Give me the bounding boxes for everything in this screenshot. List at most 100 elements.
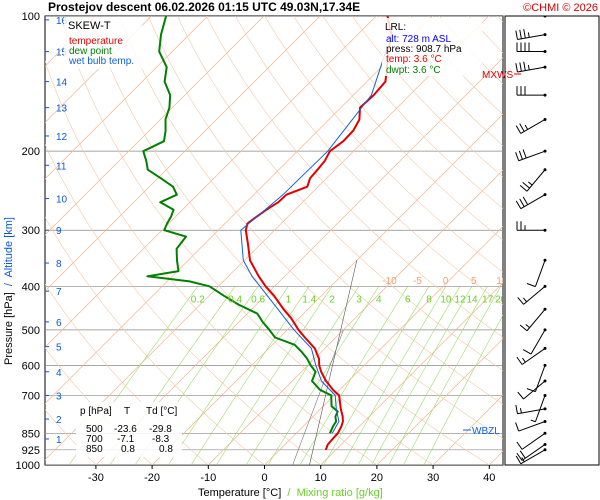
y-axis-label-altitude: Altitude [km]	[3, 217, 15, 278]
parcel-lines	[292, 260, 358, 465]
wind-barb	[516, 42, 547, 54]
table-cell: -7.1	[117, 434, 135, 445]
wind-barb-feather	[526, 283, 536, 288]
dry-adiabat-line	[45, 409, 97, 465]
wind-barb-feather	[515, 455, 522, 465]
table-cell: 500	[86, 424, 103, 435]
wind-barb-feather	[516, 441, 523, 450]
isotherm-line	[45, 16, 321, 292]
wind-barb-feather	[516, 356, 523, 365]
y-axis-title: Pressure [hPa] / Altitude [km]	[3, 217, 15, 365]
wind-barb	[519, 168, 547, 192]
wind-barb-dot	[543, 284, 547, 288]
wind-barb-feather	[519, 450, 526, 459]
table-header-td: Td [°C]	[146, 406, 177, 417]
wind-barbs	[515, 16, 547, 465]
isotherm-line	[45, 16, 377, 348]
wind-barb-feather	[515, 125, 522, 134]
isotherm-line	[208, 169, 503, 465]
wind-barb-staff	[521, 444, 546, 461]
parcel-line	[292, 329, 344, 465]
mixing-ratio-label: 0.4	[228, 294, 242, 305]
dry-adiabat-line	[206, 16, 503, 338]
altitude-tick-label: 10	[56, 195, 68, 206]
wind-barb-staff	[534, 260, 546, 287]
temperature-tick-label: -30	[88, 472, 104, 484]
wind-barb-feather	[518, 150, 523, 160]
wind-barb-feather	[515, 63, 518, 73]
wind-barb	[516, 221, 547, 232]
mixing-ratio-label: 17	[482, 294, 494, 305]
isotherm-line	[45, 16, 433, 404]
wind-barb	[516, 86, 547, 97]
dry-adiabat-line	[264, 16, 503, 273]
wind-barb-dot	[543, 328, 547, 332]
wind-barb-half-feather	[525, 324, 530, 329]
series-line-temperature	[244, 16, 393, 451]
parcel-line	[309, 260, 358, 465]
pressure-tick-label: 400	[22, 281, 40, 293]
mixing-ratio-line	[423, 314, 503, 465]
wind-barb-dot	[543, 379, 547, 383]
isotherm-line	[151, 113, 503, 465]
altitude-tick-label: 11	[56, 161, 67, 172]
pressure-tick-label: 300	[22, 225, 40, 237]
wind-barb	[515, 149, 547, 162]
isotherm-line	[45, 16, 208, 180]
altitude-tick-label: 15	[56, 48, 68, 59]
wind-barb-feather	[526, 388, 536, 393]
wind-barb-staff	[517, 34, 546, 40]
isotherm-label: 10	[496, 276, 508, 287]
wind-barb-feather	[515, 404, 518, 414]
wind-barb-dot	[543, 258, 547, 262]
mixing-ratio-line	[299, 286, 409, 465]
pressure-tick-label: 100	[22, 11, 40, 23]
mixing-ratio-label: 1	[286, 294, 292, 305]
lrl-pressure: press: 908.7 hPa	[386, 44, 462, 55]
wind-barb-staff	[523, 285, 546, 305]
wind-barb	[516, 346, 547, 365]
wind-barb-feather	[522, 196, 529, 205]
isotherm-lines	[45, 16, 503, 465]
temperature-tick-label: 0	[261, 472, 267, 484]
wind-barb-dot	[543, 442, 547, 446]
wind-barb	[515, 419, 547, 432]
dry-adiabat-line	[45, 143, 322, 465]
dry-adiabat-line	[147, 16, 503, 405]
wind-barb-dot	[543, 168, 547, 172]
temperature-tick-label: -10	[200, 472, 216, 484]
dry-adiabat-line	[89, 16, 490, 465]
isotherm-line	[264, 226, 503, 465]
series-line-dew-point	[142, 16, 339, 434]
altitude-tick-label: 3	[56, 391, 62, 402]
table-cell: -8.3	[152, 434, 170, 445]
isotherm-label: -5	[413, 276, 422, 287]
wind-barb-dot	[543, 346, 547, 350]
legend-item-temperature: temperature	[69, 36, 123, 47]
isotherm-label: -10	[382, 276, 397, 287]
altitude-tick-label: 2	[56, 415, 62, 426]
table-header-t: T	[124, 406, 130, 417]
legend-item-wet-bulb: wet bulb temp.	[68, 56, 134, 67]
mixing-ratio-line	[388, 286, 488, 465]
y-axis-label-separator: /	[3, 280, 15, 289]
dry-adiabat-line	[177, 16, 503, 371]
wind-barb-dot	[543, 33, 547, 37]
isotherm-label: 0	[443, 276, 449, 287]
mixing-ratio-label: 0.6	[251, 294, 265, 305]
wind-barb-panel	[504, 15, 600, 466]
mixing-ratio-line	[342, 286, 447, 465]
pressure-tick-label: 1000	[16, 460, 40, 472]
isotherm-line	[45, 16, 489, 461]
wind-barb-staff	[521, 348, 546, 365]
pressure-tick-label: 850	[22, 428, 40, 440]
table-cell: 0.8	[159, 444, 173, 455]
table-cell: 700	[86, 434, 103, 445]
wind-barb-half-feather	[527, 64, 530, 71]
table-cell: 0.8	[121, 444, 135, 455]
wind-barb	[515, 29, 547, 40]
table-cell: 850	[86, 444, 103, 455]
wind-barb-feather	[519, 185, 528, 192]
